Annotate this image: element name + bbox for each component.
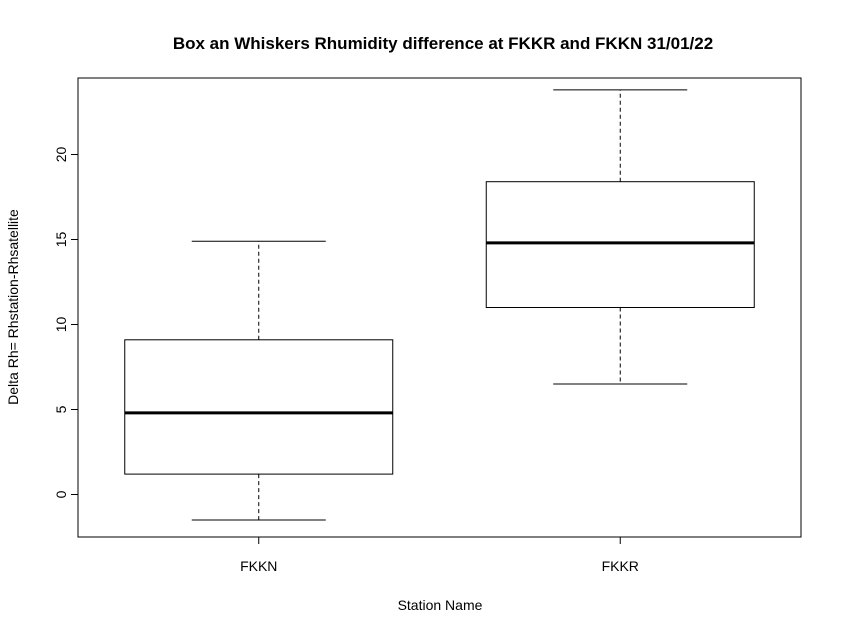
iqr-box [124, 339, 394, 475]
x-tick-label: FKKR [602, 558, 639, 574]
boxes [124, 89, 755, 521]
chart-title: Box an Whiskers Rhumidity difference at … [173, 34, 713, 53]
y-tick-label: 20 [53, 147, 69, 163]
x-tick-label: FKKN [240, 558, 277, 574]
x-axis: FKKN FKKR [240, 537, 639, 574]
y-tick-label: 5 [53, 405, 69, 413]
y-tick-label: 0 [53, 490, 69, 498]
y-axis: 0 5 10 15 20 [53, 147, 79, 498]
y-axis-label: Delta Rh= Rhstation-Rhsatellite [5, 209, 21, 405]
box-fkkr [485, 89, 755, 385]
iqr-box [485, 181, 755, 308]
x-axis-label: Station Name [398, 597, 483, 613]
y-tick-label: 10 [53, 317, 69, 333]
y-tick-label: 15 [53, 232, 69, 248]
box-fkkn [124, 240, 394, 521]
